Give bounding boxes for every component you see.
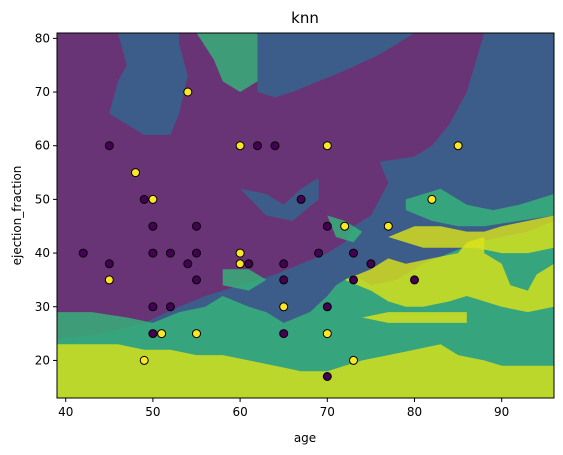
data-point-28 [279, 259, 289, 269]
data-point-22 [314, 248, 324, 258]
data-point-39 [148, 329, 158, 339]
data-point-12 [148, 221, 158, 231]
x-tick-label-50: 50 [145, 405, 160, 419]
data-point-36 [165, 302, 175, 312]
y-tick-label-60: 60 [35, 139, 50, 153]
data-point-18 [148, 248, 158, 258]
data-point-35 [148, 302, 158, 312]
data-point-30 [104, 275, 114, 285]
data-point-6 [453, 141, 463, 151]
data-point-1 [183, 87, 193, 97]
data-point-45 [349, 355, 358, 365]
data-point-24 [104, 259, 114, 269]
data-point-10 [296, 194, 306, 204]
plot-frame [56, 32, 555, 399]
data-point-7 [131, 168, 140, 178]
decision-regions [57, 33, 554, 398]
data-point-43 [322, 329, 332, 339]
x-tick-label-80: 80 [407, 405, 422, 419]
y-tick-label-70: 70 [35, 85, 50, 99]
x-axis-ticks: 40 50 60 70 80 90 [58, 398, 509, 419]
data-point-2 [235, 141, 245, 151]
data-point-23 [349, 248, 358, 258]
x-axis-label: age [294, 431, 316, 445]
data-point-8 [139, 194, 149, 204]
chart-title: knn [291, 9, 319, 27]
x-tick-label-90: 90 [494, 405, 509, 419]
data-point-17 [78, 248, 88, 258]
decision-region-1 [57, 33, 188, 135]
decision-region-10 [57, 344, 554, 398]
data-point-33 [349, 275, 358, 285]
data-point-15 [340, 221, 350, 231]
x-tick-label-70: 70 [320, 405, 335, 419]
data-point-16 [383, 221, 393, 231]
data-point-40 [157, 329, 167, 339]
data-point-21 [235, 248, 245, 258]
data-point-20 [192, 248, 201, 258]
x-tick-label-40: 40 [58, 405, 73, 419]
decision-region-2 [257, 33, 415, 98]
y-tick-label-50: 50 [35, 192, 50, 206]
data-point-37 [279, 302, 289, 312]
decision-region-11 [344, 237, 554, 313]
x-tick-label-60: 60 [232, 405, 247, 419]
data-point-0 [104, 141, 114, 151]
data-point-5 [322, 141, 332, 151]
data-point-26 [235, 259, 245, 269]
y-tick-label-80: 80 [35, 31, 50, 45]
data-point-3 [253, 141, 262, 151]
decision-region-12 [388, 215, 554, 254]
data-point-29 [366, 259, 376, 269]
data-point-13 [192, 221, 201, 231]
data-point-31 [192, 275, 201, 285]
data-point-32 [279, 275, 289, 285]
decision-region-7 [405, 188, 554, 227]
data-point-34 [410, 275, 419, 285]
data-point-46 [322, 372, 332, 381]
data-point-42 [279, 329, 289, 339]
data-point-4 [270, 141, 280, 151]
y-axis-label: ejection_fraction [10, 166, 24, 266]
data-point-14 [322, 221, 332, 231]
data-point-44 [139, 355, 149, 365]
data-points [78, 87, 463, 381]
decision-region-4 [240, 177, 319, 221]
data-point-11 [427, 194, 437, 204]
data-point-25 [183, 259, 193, 269]
data-point-38 [322, 302, 332, 312]
decision-region-5 [196, 33, 258, 92]
y-axis-ticks: 20 30 40 50 60 70 80 [35, 31, 57, 367]
decision-region-13 [362, 312, 467, 323]
data-point-9 [148, 194, 158, 204]
y-tick-label-30: 30 [35, 300, 50, 314]
data-point-41 [192, 329, 201, 339]
data-point-27 [244, 259, 254, 269]
y-tick-label-40: 40 [35, 246, 50, 260]
decision-region-9 [222, 269, 267, 291]
data-point-19 [165, 248, 175, 258]
y-tick-label-20: 20 [35, 353, 50, 367]
